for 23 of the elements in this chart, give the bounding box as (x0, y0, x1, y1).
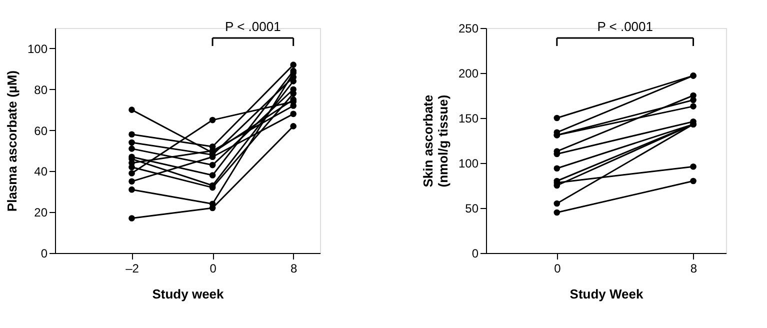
x-tick-label: –2 (126, 262, 140, 276)
y-tick-label: 40 (34, 164, 48, 179)
y-tick-label: 0 (472, 246, 479, 260)
y-tick-label: 60 (34, 124, 48, 138)
y-axis-title: Plasma ascorbate (µM) (4, 70, 20, 212)
y-tick-label: 250 (458, 22, 479, 36)
y-tick-label: 80 (34, 82, 48, 97)
y-tick-label: 150 (458, 112, 479, 126)
x-axis-title: Study week (152, 286, 225, 302)
y-tick-label: 20 (34, 206, 48, 220)
y-tick-label: 200 (458, 66, 479, 80)
y-tick-label: 50 (465, 202, 479, 216)
x-axis-title: Study Week (570, 286, 644, 302)
x-tick-label: 0 (210, 262, 217, 276)
x-tick-label: 0 (554, 262, 562, 276)
y-tick-label: 0 (40, 246, 48, 260)
y-tick-label: 100 (27, 42, 48, 56)
annotation: P < .0001 (597, 19, 653, 34)
y-tick-label: 100 (458, 156, 479, 170)
y-axis-title: Skin ascorbate (nmol/g tissue) (420, 94, 450, 188)
annotation: P < .0001 (225, 19, 281, 34)
x-tick-label: 8 (690, 262, 698, 276)
x-tick-label: 8 (290, 262, 298, 276)
